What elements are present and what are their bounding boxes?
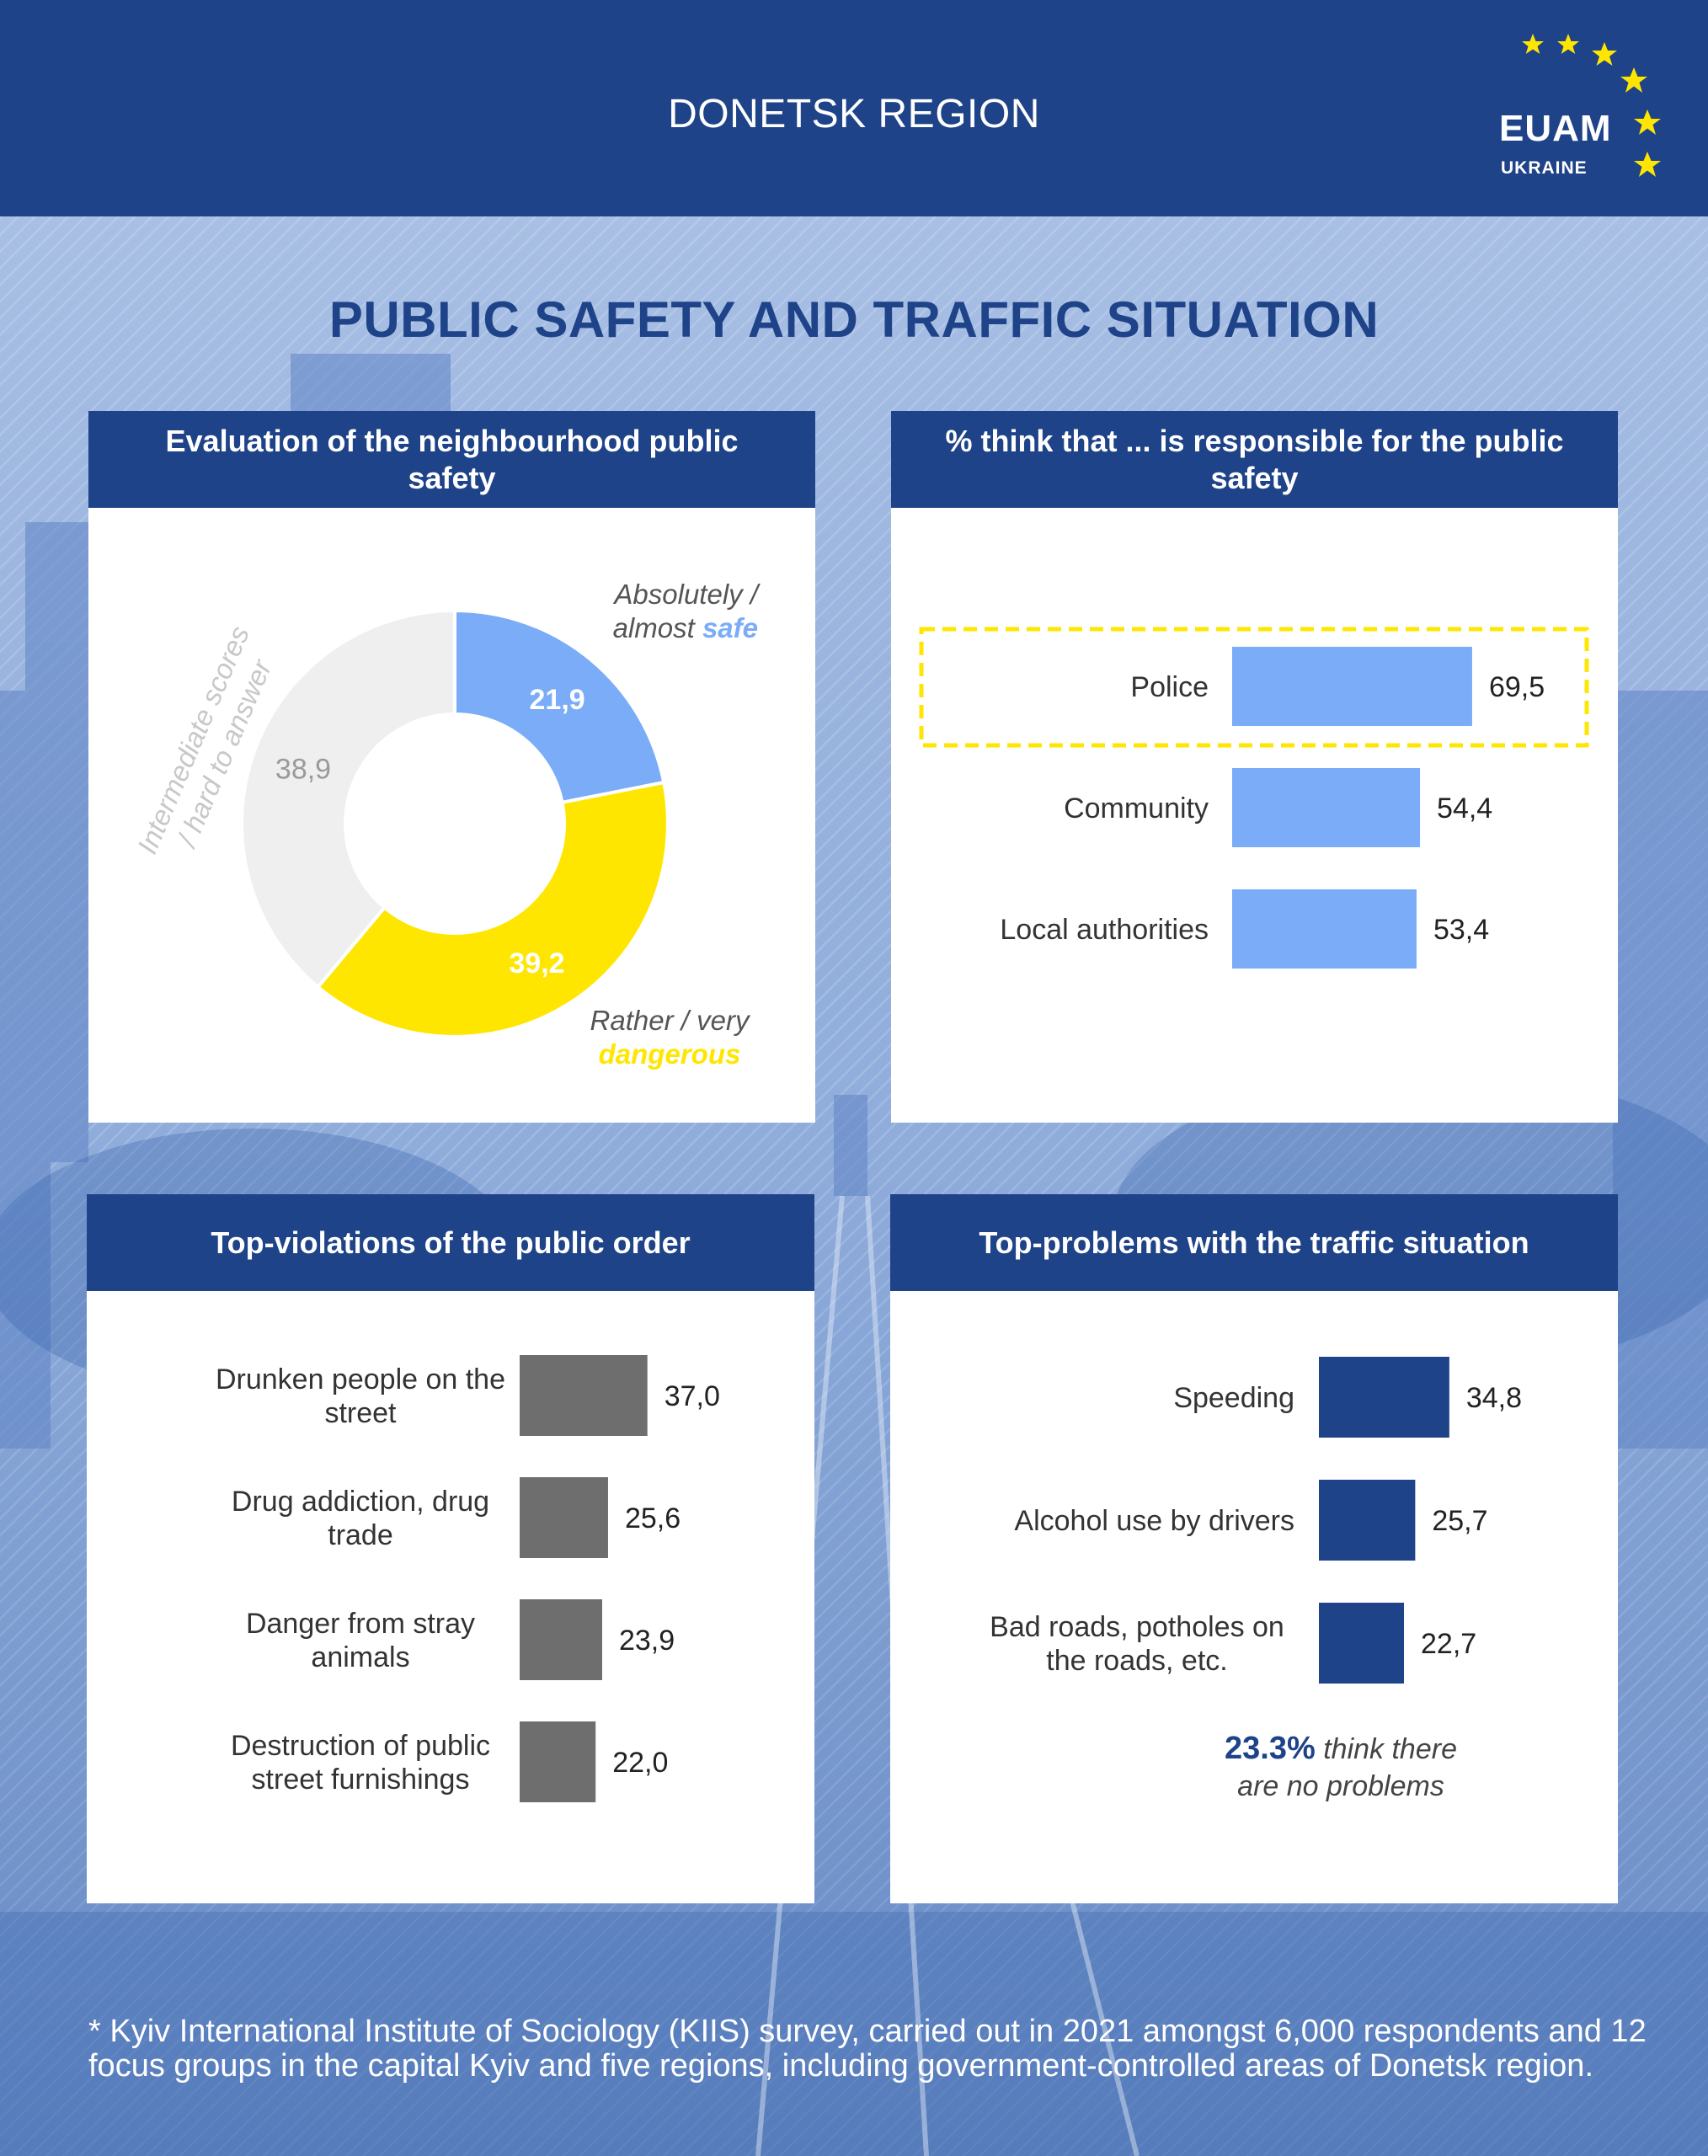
note-line: think there xyxy=(1316,1733,1457,1765)
donut-value-label: 39,2 xyxy=(509,947,564,979)
logo-name: EUAM xyxy=(1499,108,1612,149)
panel-title: Top-violations of the public order xyxy=(87,1194,814,1291)
label-line: animals xyxy=(311,1641,409,1673)
star-icon xyxy=(1522,34,1544,54)
bar xyxy=(520,1477,608,1558)
panel-title: Evaluation of the neighbourhood public s… xyxy=(88,411,815,508)
traffic-note: 23.3% think there are no problems xyxy=(1225,1731,1457,1802)
page-title: PUBLIC SAFETY AND TRAFFIC SITUATION xyxy=(328,291,1380,348)
bar-value-label: 53,4 xyxy=(1433,914,1489,946)
bar xyxy=(520,1355,648,1436)
note-highlight: 23.3% xyxy=(1225,1731,1316,1766)
panel-responsibility: % think that ... is responsible for the … xyxy=(891,411,1618,1123)
label-line: Rather / very xyxy=(590,1005,751,1036)
donut-slice xyxy=(315,780,670,1038)
donut-slice xyxy=(240,608,456,990)
footnote: * Kyiv International Institute of Sociol… xyxy=(88,2014,1647,2084)
bar-value-label: 34,8 xyxy=(1466,1382,1522,1414)
label-line: Absolutely / xyxy=(612,579,760,610)
bar xyxy=(520,1599,602,1680)
label-line: Police xyxy=(1130,671,1209,703)
panel-traffic: Top-problems with the traffic situation … xyxy=(890,1194,1618,1903)
bar xyxy=(1319,1357,1449,1438)
panel-safety-evaluation: Evaluation of the neighbourhood public s… xyxy=(88,411,815,1123)
label-line: trade xyxy=(328,1519,393,1551)
bar xyxy=(520,1721,596,1802)
label-line: Bad roads, potholes on xyxy=(990,1611,1284,1643)
bar-chart-responsibility: 69,5 Police 54,4 Community 53,4 Local authori… xyxy=(919,627,1589,969)
label-line: Danger from stray xyxy=(246,1608,475,1640)
logo-subtitle: UKRAINE xyxy=(1501,158,1588,178)
bar-value-label: 37,0 xyxy=(665,1380,720,1412)
bar xyxy=(1319,1480,1416,1561)
category-label: Destruction of public street furnishings xyxy=(231,1730,490,1796)
bar-value-label: 54,4 xyxy=(1437,792,1492,825)
label-line: Drunken people on the xyxy=(216,1364,505,1396)
donut-slice xyxy=(453,608,666,805)
category-label: Local authorities xyxy=(1000,914,1209,946)
star-icon xyxy=(1634,109,1661,135)
bar-chart-traffic: 34,8 Speeding 25,7 Alcohol use by drivers 22… xyxy=(990,1357,1522,1802)
star-icon xyxy=(1620,67,1647,93)
label-highlight: dangerous xyxy=(599,1038,741,1070)
label-highlight: safe xyxy=(702,612,758,643)
bar-chart-violations: 37,0 Drunken people on the street 25,6 Drug … xyxy=(216,1355,720,1802)
bar-value-label: 25,7 xyxy=(1432,1505,1487,1537)
bar xyxy=(1319,1603,1405,1684)
bar-value-label: 69,5 xyxy=(1489,671,1545,703)
euam-logo: EUAM UKRAINE xyxy=(1491,25,1693,194)
category-label: Drug addiction, drug trade xyxy=(232,1486,489,1551)
bar xyxy=(1232,647,1472,726)
label-line: Local authorities xyxy=(1000,914,1209,946)
panel-title: % think that ... is responsible for the … xyxy=(891,411,1618,508)
category-label: Bad roads, potholes on the roads, etc. xyxy=(990,1611,1284,1677)
label-line: street xyxy=(324,1397,397,1429)
category-label: Speeding xyxy=(1173,1382,1294,1414)
category-label: Danger from stray animals xyxy=(246,1608,475,1673)
panel-title: Top-problems with the traffic situation xyxy=(890,1194,1618,1291)
note-line: are no problems xyxy=(1237,1770,1444,1802)
label-line: Destruction of public xyxy=(231,1730,490,1762)
header-bar: DONETSK REGION EUAM UKRAINE xyxy=(0,0,1708,216)
bar-value-label: 25,6 xyxy=(625,1502,681,1534)
bar-value-label: 22,0 xyxy=(612,1747,668,1779)
category-label: Alcohol use by drivers xyxy=(1014,1505,1294,1537)
region-title: DONETSK REGION xyxy=(668,92,1040,136)
label-line: Drug addiction, drug xyxy=(232,1486,489,1518)
highlight-box xyxy=(919,627,1589,748)
star-icon xyxy=(1634,152,1661,177)
label-line: Speeding xyxy=(1173,1382,1294,1414)
category-label: Police xyxy=(1130,671,1209,703)
label-line: the roads, etc. xyxy=(1046,1645,1227,1677)
donut-category-label: Absolutely / almost safe xyxy=(612,579,760,643)
bar xyxy=(1232,889,1417,969)
label-line: Alcohol use by drivers xyxy=(1014,1505,1294,1537)
label-line: almost xyxy=(613,612,702,643)
bar xyxy=(1232,768,1421,847)
star-icon xyxy=(1557,34,1579,54)
bar-value-label: 22,7 xyxy=(1421,1628,1476,1660)
label-line: street furnishings xyxy=(252,1764,470,1796)
donut-value-label: 21,9 xyxy=(530,684,585,716)
category-label: Community xyxy=(1064,792,1209,825)
star-icon xyxy=(1592,42,1617,66)
label-line: Community xyxy=(1064,792,1209,825)
donut-category-label: Rather / very dangerous xyxy=(590,1005,751,1070)
category-label: Drunken people on the street xyxy=(216,1364,505,1429)
donut-chart: 21,9 39,2 38,9 Absolutely / almost safe Rathe… xyxy=(131,579,761,1070)
panel-violations: Top-violations of the public order 37,0 D… xyxy=(87,1194,814,1903)
donut-value-label: 38,9 xyxy=(275,754,331,786)
bar-value-label: 23,9 xyxy=(619,1625,675,1657)
eu-stars-icon xyxy=(1522,34,1661,177)
